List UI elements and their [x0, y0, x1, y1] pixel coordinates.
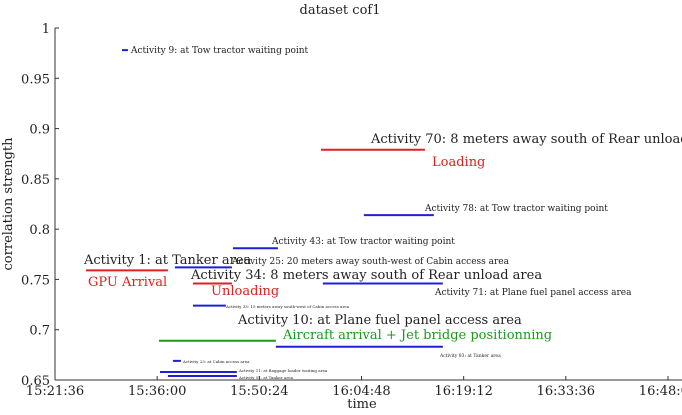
x-axis-label: time [347, 397, 377, 412]
x-tick-label: 16:19:12 [434, 384, 492, 399]
interval-tag: Loading [432, 155, 485, 170]
interval-label: Activity 43: at Tow tractor waiting poin… [271, 237, 455, 247]
chart-title: dataset cof1 [300, 3, 381, 18]
interval-label: Activity 33: 15 meters away south-west o… [225, 304, 350, 309]
y-tick-label: 0.75 [21, 273, 50, 288]
y-tick-label: 0.85 [21, 173, 50, 188]
x-tick-label: 15:21:36 [26, 384, 84, 399]
interval-label: Activity 34: 8 meters away south of Rear… [190, 268, 542, 283]
y-tick-label: 0.9 [29, 123, 50, 138]
interval-label: Activity 51: at Tanker area [238, 375, 294, 380]
x-tick-label: 16:04:48 [332, 384, 390, 399]
y-axis-label: correlation strength [1, 137, 16, 271]
interval-label: Activity 1: at Tanker area [83, 253, 252, 268]
interval-label: Activity 25: 20 meters away south-west o… [231, 257, 510, 267]
x-tick-label: 15:50:24 [230, 384, 288, 399]
interval-label: Activity 9: at Tow tractor waiting point [130, 46, 309, 56]
interval-tag: Aircraft arrival + Jet bridge positionni… [282, 328, 552, 343]
y-tick-label: 1 [42, 22, 50, 37]
x-tick-label: 16:33:36 [537, 384, 595, 399]
interval-label: Activity 70: 8 meters away south of Rear… [370, 132, 682, 147]
interval-label: Activity 83: at Tanker area [439, 353, 501, 359]
interval-label: Activity 78: at Tow tractor waiting poin… [424, 204, 608, 214]
y-tick-label: 0.65 [21, 374, 50, 389]
x-tick-label: 15:36:00 [128, 384, 186, 399]
interval-label: Activity 10: at Plane fuel panel access … [237, 313, 522, 328]
y-tick-label: 0.8 [29, 223, 50, 238]
y-tick-label: 0.95 [21, 72, 50, 87]
interval-label: Activity 71: at Plane fuel panel access … [434, 288, 632, 298]
interval-label: Activity 23: at Cabin access area [182, 359, 250, 364]
y-tick-label: 0.7 [29, 324, 50, 339]
x-tick-label: 16:48:00 [639, 384, 682, 399]
interval-tag: Unloading [211, 284, 279, 299]
interval-label: Activity 11: at Baggage loader waiting a… [238, 368, 328, 373]
interval-tag: GPU Arrival [88, 275, 167, 290]
